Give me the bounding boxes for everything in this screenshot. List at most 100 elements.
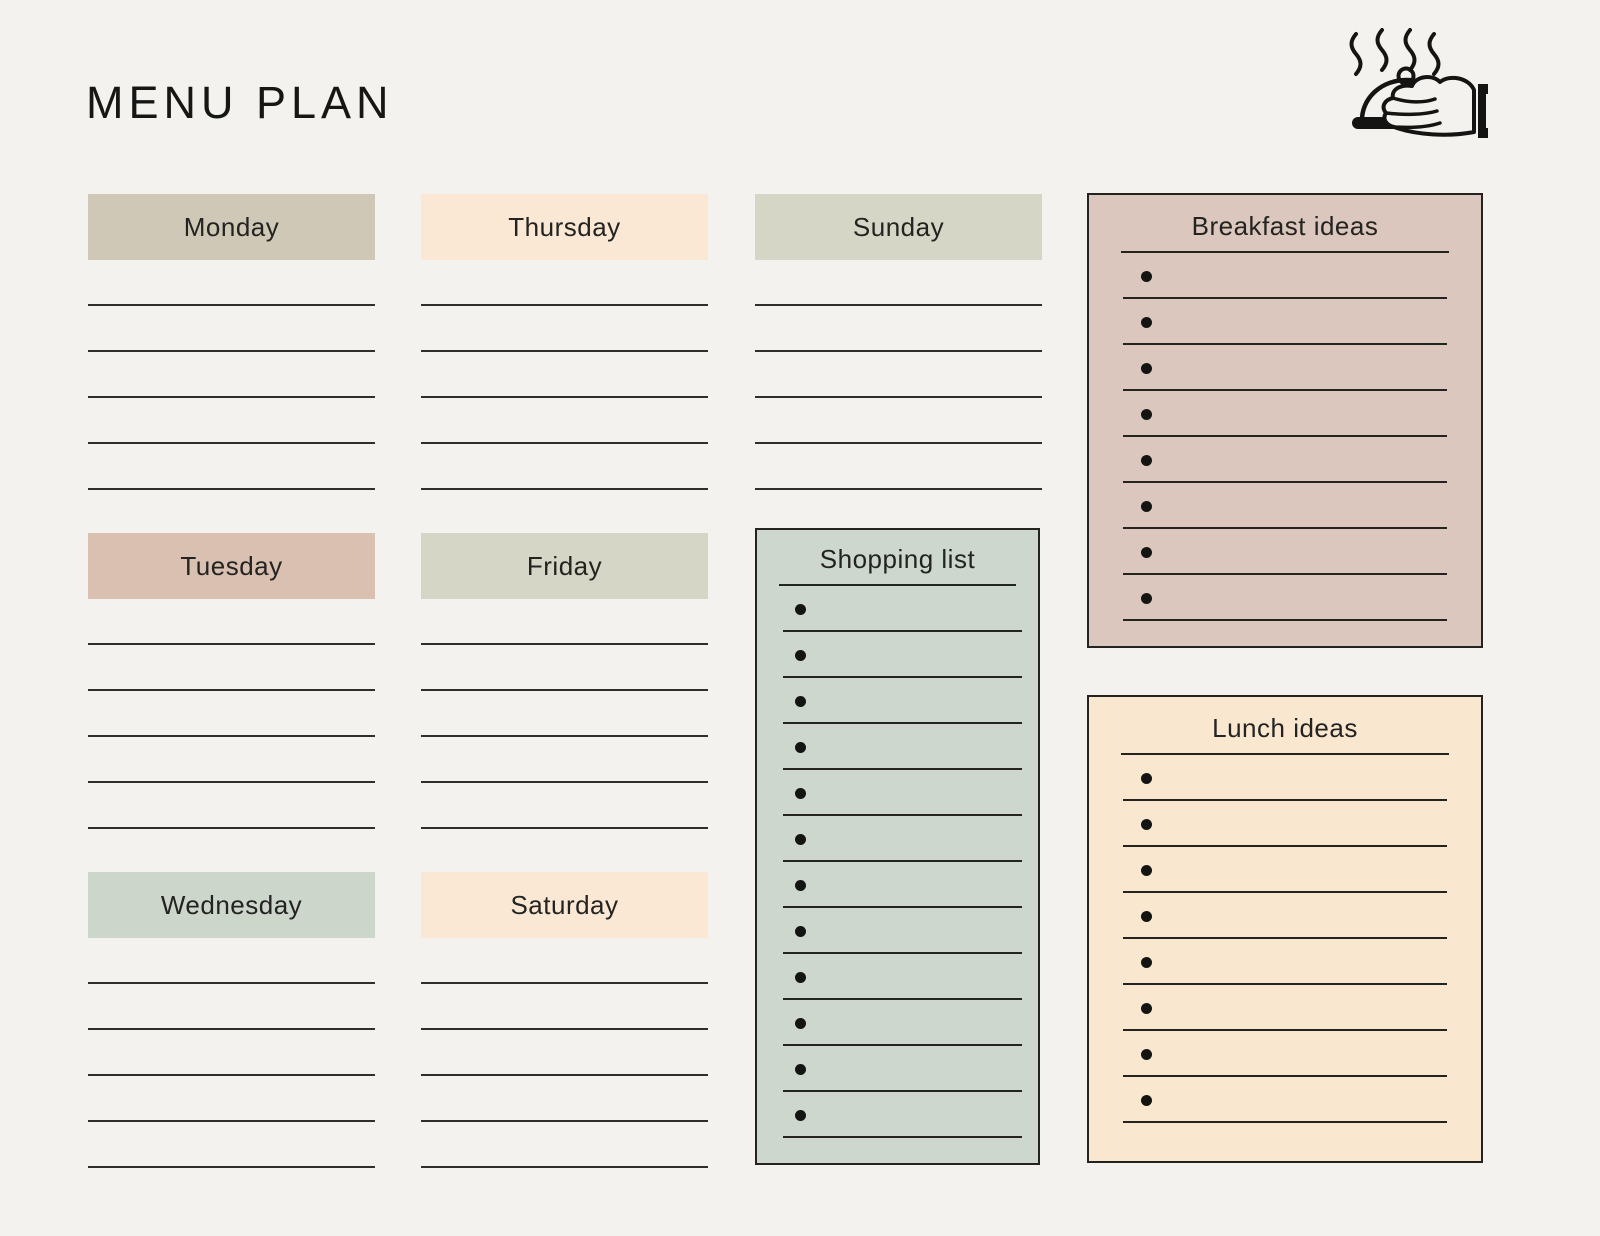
writing-line [755, 352, 1042, 398]
shopping-list-item [783, 908, 1022, 954]
writing-line [421, 260, 708, 306]
shopping-list-item [783, 678, 1022, 724]
day-wednesday: Wednesday [88, 872, 375, 1168]
lunch-idea-item [1123, 1077, 1447, 1123]
shopping-list-items [757, 586, 1038, 1138]
lunch-idea-item [1123, 801, 1447, 847]
writing-line [755, 306, 1042, 352]
writing-line [421, 398, 708, 444]
day-monday-header: Monday [88, 194, 375, 260]
writing-line [88, 984, 375, 1030]
writing-line [88, 1076, 375, 1122]
lunch-ideas-title: Lunch ideas [1121, 713, 1449, 755]
day-tuesday: Tuesday [88, 533, 375, 829]
writing-line [88, 691, 375, 737]
day-tuesday-lines [88, 599, 375, 829]
breakfast-idea-item [1123, 253, 1447, 299]
shopping-list-item [783, 954, 1022, 1000]
day-tuesday-header: Tuesday [88, 533, 375, 599]
breakfast-ideas-title: Breakfast ideas [1121, 211, 1449, 253]
writing-line [421, 1076, 708, 1122]
day-friday-header: Friday [421, 533, 708, 599]
steam-icon [1427, 32, 1441, 76]
breakfast-ideas-items [1089, 253, 1481, 621]
breakfast-ideas-panel: Breakfast ideas [1087, 193, 1483, 648]
shopping-list-item [783, 1046, 1022, 1092]
writing-line [88, 398, 375, 444]
page-title: MENU PLAN [86, 77, 394, 128]
steam-icon [1349, 32, 1363, 76]
day-tuesday-label: Tuesday [180, 550, 283, 581]
writing-line [88, 260, 375, 306]
serving-dish-with-steam-icon [1349, 28, 1488, 138]
breakfast-idea-item [1123, 575, 1447, 621]
shopping-list-title: Shopping list [779, 544, 1016, 586]
writing-line [421, 984, 708, 1030]
finger-line [1391, 96, 1437, 104]
breakfast-idea-item [1123, 483, 1447, 529]
writing-line [421, 691, 708, 737]
writing-line [421, 783, 708, 829]
writing-line [88, 444, 375, 490]
writing-line [755, 260, 1042, 306]
lunch-ideas-items [1089, 755, 1481, 1123]
shopping-list-item [783, 586, 1022, 632]
day-sunday-lines [755, 260, 1042, 490]
day-saturday-header: Saturday [421, 872, 708, 938]
breakfast-idea-item [1123, 345, 1447, 391]
steam-icon [1403, 28, 1417, 72]
shopping-list-item [783, 770, 1022, 816]
shopping-list-item [783, 816, 1022, 862]
finger-line [1384, 109, 1439, 117]
writing-line [88, 306, 375, 352]
writing-line [421, 352, 708, 398]
steam-icon [1375, 28, 1389, 72]
shopping-list-item [783, 1000, 1022, 1046]
writing-line [421, 1030, 708, 1076]
shopping-list-item [783, 632, 1022, 678]
writing-line [88, 352, 375, 398]
day-thursday: Thursday [421, 194, 708, 490]
writing-line [88, 1122, 375, 1168]
breakfast-idea-item [1123, 437, 1447, 483]
day-friday-lines [421, 599, 708, 829]
writing-line [421, 444, 708, 490]
cloche-knob [1396, 66, 1416, 86]
day-saturday-lines [421, 938, 708, 1168]
lunch-idea-item [1123, 985, 1447, 1031]
day-sunday-label: Sunday [852, 211, 945, 242]
day-wednesday-lines [88, 938, 375, 1168]
lunch-idea-item [1123, 939, 1447, 985]
day-friday: Friday [421, 533, 708, 829]
writing-line [88, 1030, 375, 1076]
day-sunday: Sunday [755, 194, 1042, 490]
day-thursday-lines [421, 260, 708, 490]
day-saturday-label: Saturday [510, 889, 619, 920]
writing-line [755, 444, 1042, 490]
writing-line [421, 306, 708, 352]
writing-line [421, 737, 708, 783]
shopping-list-item [783, 724, 1022, 770]
writing-line [88, 737, 375, 783]
cuff [1478, 84, 1488, 138]
lunch-idea-item [1123, 847, 1447, 893]
lunch-idea-item [1123, 1031, 1447, 1077]
shopping-list-item [783, 862, 1022, 908]
writing-line [88, 938, 375, 984]
writing-line [421, 599, 708, 645]
writing-line [421, 938, 708, 984]
writing-line [421, 1122, 708, 1168]
finger-line [1392, 121, 1442, 130]
day-thursday-label: Thursday [508, 211, 621, 242]
breakfast-idea-item [1123, 529, 1447, 575]
writing-line [88, 645, 375, 691]
writing-line [88, 599, 375, 645]
lunch-idea-item [1123, 755, 1447, 801]
shopping-list-panel: Shopping list [755, 528, 1040, 1165]
day-thursday-header: Thursday [421, 194, 708, 260]
day-wednesday-header: Wednesday [88, 872, 375, 938]
day-monday-lines [88, 260, 375, 490]
day-saturday: Saturday [421, 872, 708, 1168]
lunch-ideas-panel: Lunch ideas [1087, 695, 1483, 1163]
